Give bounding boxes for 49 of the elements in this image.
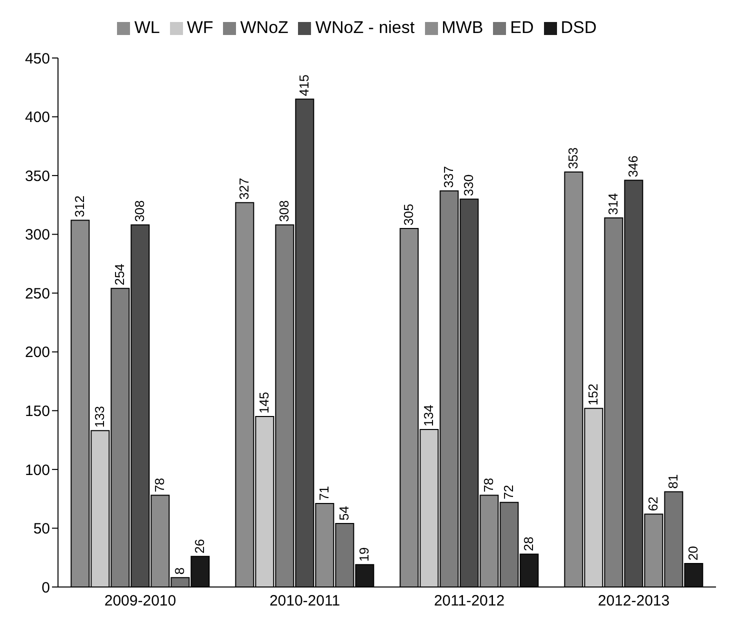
y-tick-label: 100 xyxy=(24,462,50,479)
data-label: 20 xyxy=(686,546,701,560)
y-tick-label: 50 xyxy=(33,520,50,538)
data-label: 346 xyxy=(626,156,641,178)
data-label: 54 xyxy=(336,506,352,521)
y-tick-label: 200 xyxy=(24,344,50,362)
y-tick-label: 0 xyxy=(42,579,50,596)
data-label: 26 xyxy=(192,538,208,554)
data-label: 314 xyxy=(606,193,621,215)
data-label: 312 xyxy=(72,196,88,218)
legend-label: WNoZ xyxy=(240,18,288,37)
y-tick-label: 300 xyxy=(24,226,50,244)
data-label: 28 xyxy=(521,536,536,552)
data-label: 8 xyxy=(172,567,188,575)
y-tick-label: 450 xyxy=(24,50,50,68)
y-tick-label: 250 xyxy=(24,285,50,302)
legend-label: ED xyxy=(510,18,534,37)
data-label: 152 xyxy=(586,384,601,406)
data-label: 81 xyxy=(666,474,681,489)
data-label: 308 xyxy=(132,200,148,222)
data-label: 134 xyxy=(421,404,436,426)
y-tick-label: 150 xyxy=(24,402,50,420)
data-label: 78 xyxy=(152,478,168,492)
data-label: 145 xyxy=(256,392,272,414)
y-tick-label: 350 xyxy=(24,168,50,185)
x-tick-label: 2009-2010 xyxy=(104,592,176,610)
data-label: 337 xyxy=(441,166,456,188)
y-tick-label: 400 xyxy=(24,109,50,126)
x-tick-label: 2012-2013 xyxy=(598,592,670,610)
data-label: 415 xyxy=(296,74,312,96)
data-label: 62 xyxy=(646,496,661,512)
legend-label: WF xyxy=(186,18,214,37)
data-label: 353 xyxy=(566,147,581,170)
data-label: 78 xyxy=(481,478,496,492)
data-label: 308 xyxy=(276,200,292,222)
data-label: 133 xyxy=(92,406,108,428)
legend-label: WL xyxy=(134,18,160,37)
data-label: 330 xyxy=(461,174,476,196)
data-label: 71 xyxy=(316,486,332,501)
data-label: 327 xyxy=(236,178,252,200)
data-label: 72 xyxy=(501,484,516,500)
legend-label: WNoZ - niest xyxy=(315,18,415,37)
data-label: 254 xyxy=(112,264,128,286)
legend-label: DSD xyxy=(560,18,597,37)
data-label: 305 xyxy=(401,204,416,226)
data-label: 19 xyxy=(356,547,372,562)
x-tick-label: 2011-2012 xyxy=(434,592,505,610)
legend-label: MWB xyxy=(442,18,484,37)
x-tick-label: 2010-2011 xyxy=(269,592,340,610)
